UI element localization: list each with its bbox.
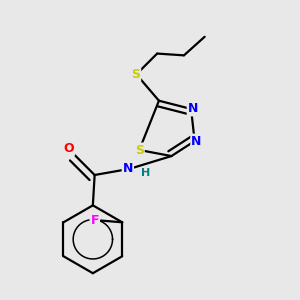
Text: N: N — [188, 102, 198, 116]
Text: S: S — [131, 68, 140, 82]
Text: H: H — [141, 168, 150, 178]
Text: F: F — [91, 214, 99, 227]
Text: O: O — [63, 142, 74, 155]
Text: N: N — [123, 162, 133, 175]
Text: S: S — [135, 143, 144, 157]
Text: N: N — [191, 135, 202, 148]
